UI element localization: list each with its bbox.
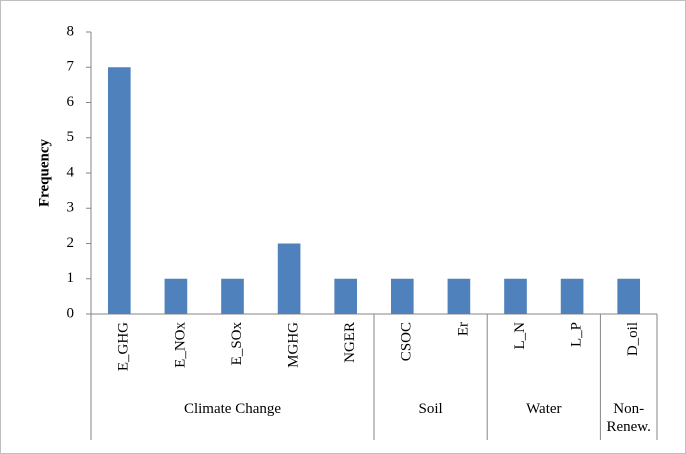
x-tick-label: CSOC (399, 322, 415, 361)
x-tick-label: MGHG (286, 322, 302, 368)
y-axis-title: Frequency (36, 138, 52, 207)
bar (277, 243, 301, 314)
group-label: Soil (418, 401, 443, 417)
y-tick-label: 5 (67, 129, 75, 145)
x-tick-label: L_P (569, 322, 585, 347)
y-tick-label: 6 (67, 94, 75, 110)
y-tick-label: 2 (67, 235, 75, 251)
x-tick-label: NGER (342, 322, 358, 363)
x-tick-label: L_N (512, 322, 528, 350)
bar (447, 278, 471, 314)
x-tick-label: Er (455, 322, 471, 336)
y-tick-label: 7 (67, 59, 75, 75)
y-tick-label: 0 (67, 305, 75, 321)
bar (334, 278, 358, 314)
y-tick-label: 8 (67, 23, 75, 39)
group-label: Non- Renew. (606, 401, 651, 435)
bar (107, 67, 131, 314)
x-tick-label: D_oil (625, 322, 641, 356)
group-label: Climate Change (183, 401, 282, 417)
y-tick-label: 4 (67, 164, 75, 180)
x-tick-label: E_SOx (229, 322, 245, 366)
bar (221, 278, 244, 314)
bar (617, 278, 641, 314)
x-tick-label: E_GHG (116, 322, 132, 371)
x-tick-label: E_NOx (172, 322, 188, 368)
bar (560, 278, 584, 314)
bar (390, 278, 414, 314)
group-label: Water (526, 401, 562, 417)
bar (164, 278, 188, 314)
y-tick-label: 1 (67, 270, 75, 286)
y-tick-label: 3 (67, 200, 75, 216)
bar (504, 278, 527, 314)
